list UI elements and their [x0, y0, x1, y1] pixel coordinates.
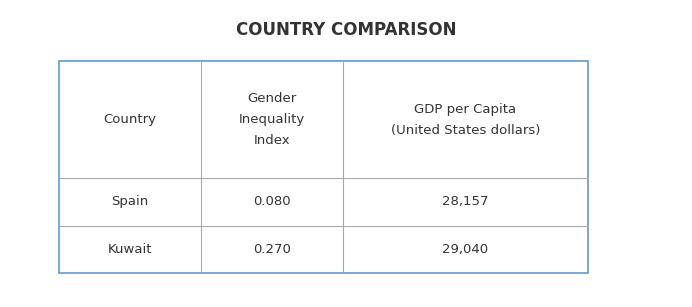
Text: Spain: Spain: [111, 195, 148, 208]
Text: 28,157: 28,157: [442, 195, 489, 208]
Text: GDP per Capita
(United States dollars): GDP per Capita (United States dollars): [391, 103, 540, 137]
Text: 0.080: 0.080: [253, 195, 291, 208]
Text: Gender
Inequality
Index: Gender Inequality Index: [239, 92, 304, 147]
Text: Country: Country: [103, 113, 156, 126]
Text: 0.270: 0.270: [253, 243, 291, 256]
Bar: [59, 61, 588, 273]
Text: COUNTRY COMPARISON: COUNTRY COMPARISON: [236, 21, 456, 40]
Text: Kuwait: Kuwait: [107, 243, 152, 256]
Text: 29,040: 29,040: [442, 243, 489, 256]
